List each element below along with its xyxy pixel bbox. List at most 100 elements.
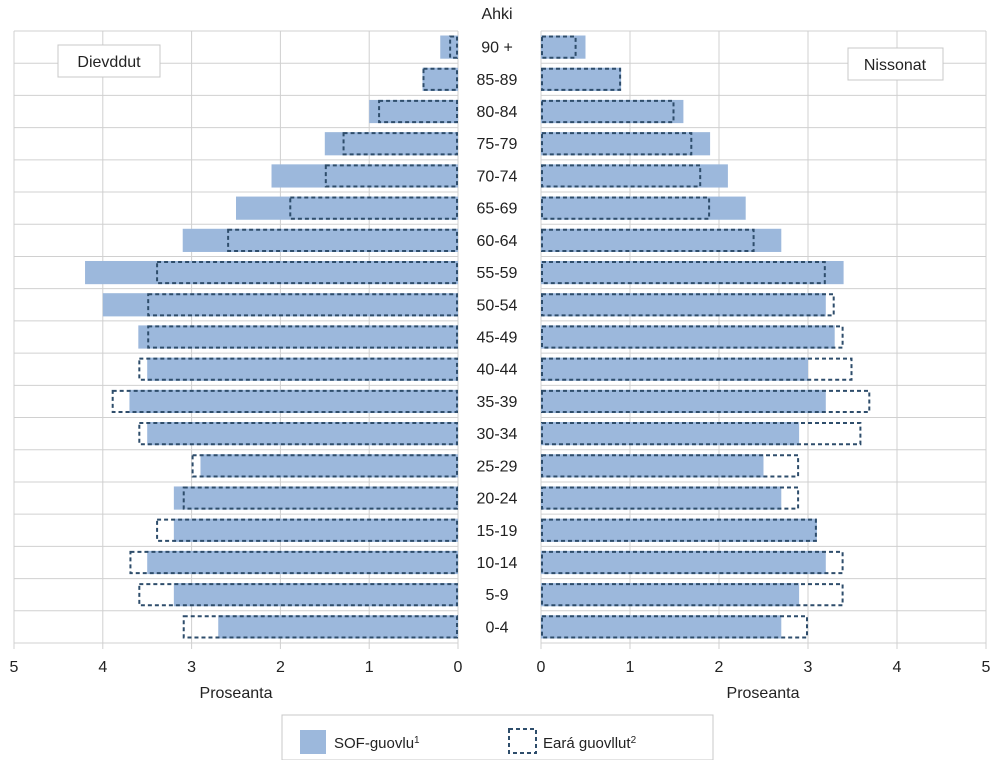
left-bar-sof — [147, 357, 458, 381]
left-bar-eara — [156, 518, 459, 542]
right-bar-eara — [541, 293, 835, 317]
left-bar-sof — [182, 228, 458, 252]
left-bar-sof — [200, 454, 459, 478]
left-bar-eara — [324, 164, 458, 188]
right-x-tick-label: 4 — [893, 659, 902, 676]
right-bar-eara — [541, 325, 844, 349]
left-bar-eara — [191, 454, 458, 478]
right-bar-eara — [541, 35, 577, 59]
bars-layer — [85, 35, 871, 639]
right-bar-sof — [541, 486, 782, 510]
right-bar-eara — [541, 132, 693, 156]
left-bar-eara — [378, 99, 458, 124]
right-bar-sof — [541, 196, 746, 220]
right-bar-sof — [541, 325, 835, 349]
right-bar-eara — [541, 518, 817, 542]
right-bar-sof — [541, 228, 782, 252]
age-group-label: 20-24 — [477, 491, 518, 508]
age-group-label: 60-64 — [477, 233, 518, 250]
left-x-tick-label: 4 — [98, 659, 107, 676]
age-group-label: 45-49 — [477, 330, 518, 347]
age-group-label: 50-54 — [477, 297, 518, 314]
left-bar-eara — [342, 132, 458, 156]
right-x-axis-label: Proseanta — [727, 685, 800, 702]
right-x-tick-label: 2 — [715, 659, 724, 676]
left-bar-eara — [422, 67, 459, 91]
age-group-label: 30-34 — [477, 426, 518, 443]
left-bar-sof — [147, 422, 458, 446]
legend-label-sof-sup: 1 — [414, 735, 420, 746]
left-x-tick-label: 3 — [187, 659, 196, 676]
right-bar-eara — [541, 454, 800, 478]
left-bar-eara — [156, 260, 459, 285]
right-bar-sof — [541, 164, 728, 188]
legend: SOF-guovlu1 Eará guovllut2 — [281, 714, 714, 760]
left-bar-eara — [227, 228, 458, 252]
left-bar-eara — [138, 583, 458, 607]
right-bar-sof — [541, 518, 817, 542]
legend-label-eara-sup: 2 — [631, 735, 637, 746]
left-bar-eara — [147, 293, 458, 317]
left-x-tick-label: 5 — [10, 659, 19, 676]
age-group-label: 25-29 — [477, 458, 518, 475]
left-panel-label-box: Dievddut — [57, 44, 161, 78]
left-bar-eara — [147, 325, 458, 349]
left-bar-sof — [102, 293, 459, 317]
left-x-axis-label: Proseanta — [200, 685, 273, 702]
age-group-label: 85-89 — [477, 72, 518, 89]
right-bar-sof — [541, 550, 826, 575]
right-bar-sof — [541, 132, 711, 156]
age-group-label: 75-79 — [477, 136, 518, 153]
left-bar-sof — [324, 132, 458, 156]
left-bar-sof — [271, 164, 458, 188]
right-bar-eara — [541, 228, 755, 252]
left-bar-eara — [182, 486, 458, 510]
left-bar-eara — [289, 196, 458, 220]
left-bar-eara — [138, 422, 458, 446]
right-bar-eara — [541, 486, 800, 510]
right-bar-eara — [541, 422, 862, 446]
left-bar-sof — [138, 325, 458, 349]
legend-swatch-sof — [300, 730, 326, 754]
left-bar-sof — [147, 550, 458, 575]
left-x-tick-label: 2 — [276, 659, 285, 676]
age-group-label: 35-39 — [477, 394, 518, 411]
left-bar-sof — [218, 615, 458, 639]
age-group-label: 55-59 — [477, 265, 518, 282]
right-bar-sof — [541, 99, 684, 124]
right-bar-eara — [541, 615, 808, 639]
left-bar-sof — [422, 67, 458, 91]
right-bar-eara — [541, 357, 853, 381]
age-group-label: 65-69 — [477, 201, 518, 218]
left-bar-sof — [173, 583, 458, 607]
age-group-label: 10-14 — [477, 555, 518, 572]
left-bar-eara — [129, 550, 458, 575]
legend-label-eara: Eará guovllut2 — [543, 735, 637, 752]
right-bar-eara — [541, 260, 826, 285]
right-bar-eara — [541, 389, 871, 414]
age-group-label: 15-19 — [477, 523, 518, 540]
legend-label-sof: SOF-guovlu1 — [334, 735, 420, 752]
left-bar-sof — [369, 99, 458, 124]
right-bar-eara — [541, 550, 844, 575]
right-bar-eara — [541, 583, 844, 607]
legend-box — [281, 714, 714, 760]
right-bar-sof — [541, 583, 800, 607]
left-bar-sof — [129, 389, 458, 414]
right-bar-eara — [541, 164, 702, 188]
right-bar-sof — [541, 293, 826, 317]
legend-label-sof-text: SOF-guovlu — [334, 735, 414, 752]
left-bar-sof — [85, 260, 458, 285]
right-x-tick-label: 1 — [626, 659, 635, 676]
left-panel-label: Dievddut — [77, 54, 141, 71]
age-group-label: 70-74 — [477, 168, 518, 185]
age-group-label: 40-44 — [477, 362, 518, 379]
center-axis-header: Ahki — [481, 6, 512, 23]
right-bar-sof — [541, 615, 782, 639]
right-panel-label: Nissonat — [864, 57, 927, 74]
left-bar-eara — [449, 35, 458, 59]
age-group-label: 80-84 — [477, 104, 518, 121]
legend-label-eara-text: Eará guovllut — [543, 735, 631, 752]
left-bar-sof — [173, 518, 458, 542]
